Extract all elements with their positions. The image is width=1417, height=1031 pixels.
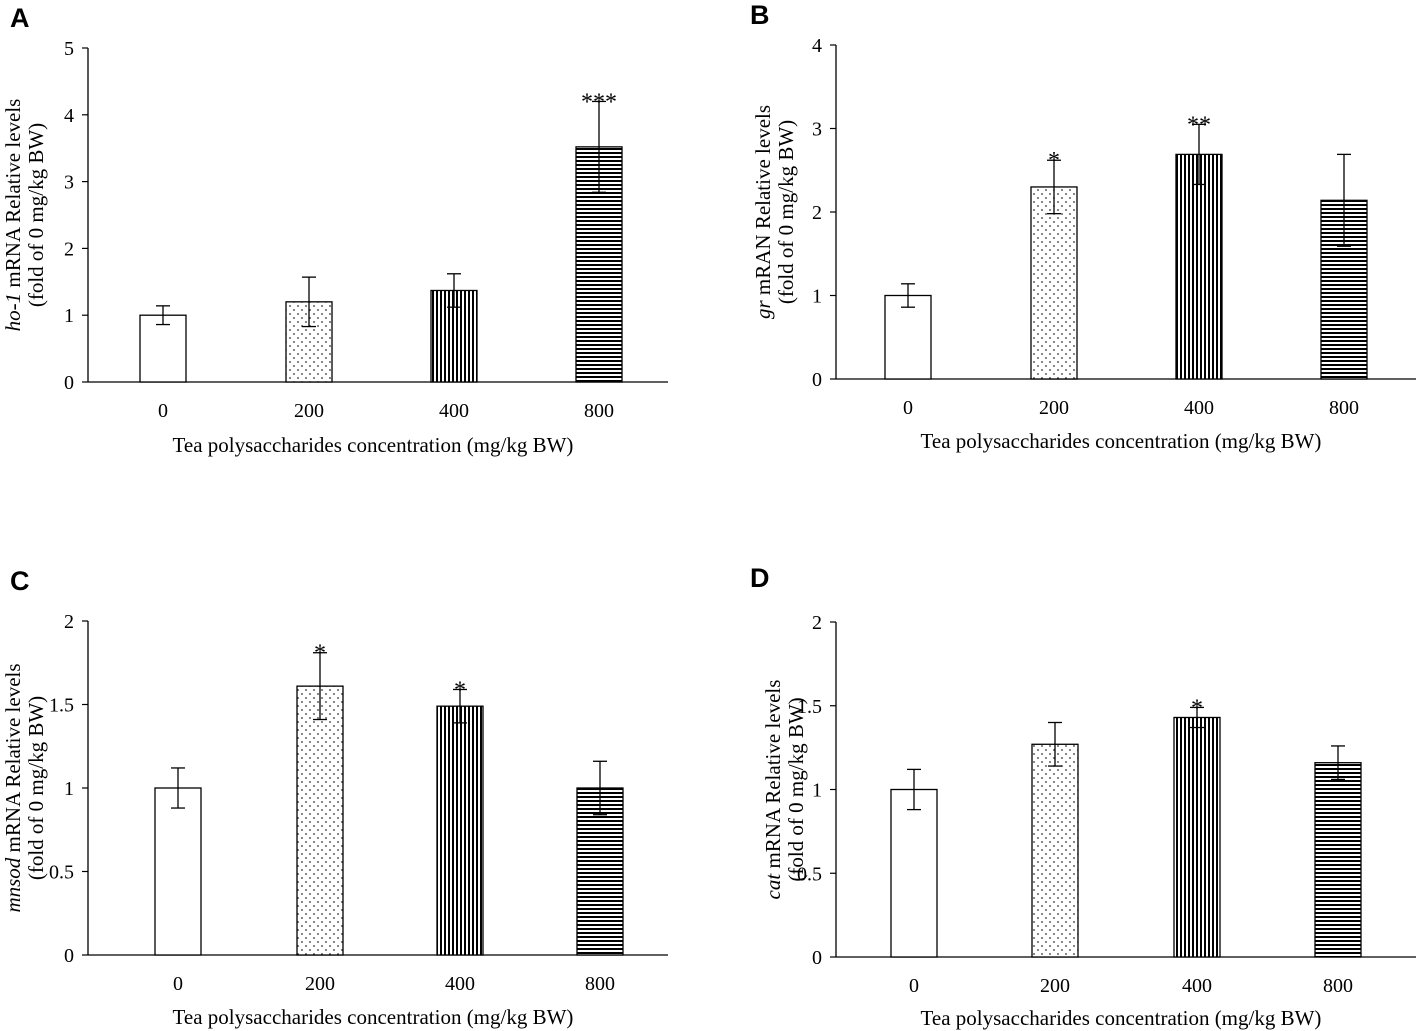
y-label-text: mRNA Relative levels	[1, 99, 25, 293]
y-tick-label: 0.5	[49, 862, 74, 884]
x-tick-label: 200	[294, 400, 324, 422]
panel-letter: A	[10, 3, 30, 33]
significance-marker: *	[314, 641, 326, 667]
y-tick-label: 0	[64, 945, 74, 967]
y-label-text: mRNA Relative levels	[1, 663, 25, 857]
x-tick-label: 200	[1040, 975, 1070, 997]
y-tick-label: 2	[64, 238, 74, 260]
significance-marker: *	[1191, 695, 1203, 721]
y-tick-label: 1	[812, 286, 822, 308]
y-tick-label: 2	[812, 612, 822, 634]
bar	[154, 787, 202, 956]
y-tick-label: 0	[812, 369, 822, 391]
y-tick-label: 5	[64, 38, 74, 60]
x-axis-label: Tea polysaccharides concentration (mg/kg…	[173, 1005, 574, 1029]
y-tick-label: 0	[812, 947, 822, 969]
y-tick-label: 1	[812, 780, 822, 802]
y-axis-label: cat mRNA Relative levels(fold of 0 mg/kg…	[761, 680, 808, 900]
y-tick-label: 1.5	[49, 695, 74, 717]
x-tick-label: 0	[909, 975, 919, 997]
y-tick-label: 1	[64, 305, 74, 327]
y-label-line-1: gr mRAN Relative levels	[751, 105, 775, 319]
y-label-text: mRAN Relative levels	[751, 105, 775, 300]
y-axis-label: mnsod mRNA Relative levels(fold of 0 mg/…	[1, 663, 48, 912]
y-label-gene: mnsod	[1, 857, 25, 912]
x-tick-label: 400	[1184, 397, 1214, 419]
y-tick-label: 1	[64, 778, 74, 800]
bar	[1314, 762, 1362, 958]
x-tick-label: 800	[1323, 975, 1353, 997]
y-tick-label: 1.5	[797, 696, 822, 718]
x-tick-label: 800	[585, 973, 615, 995]
y-tick-label: 0	[64, 372, 74, 394]
x-tick-label: 800	[1329, 397, 1359, 419]
y-label-gene: gr	[751, 300, 775, 320]
y-label-text: mRNA Relative levels	[761, 680, 785, 874]
x-axis-label: Tea polysaccharides concentration (mg/kg…	[173, 433, 574, 457]
significance-marker: *	[1048, 148, 1060, 174]
y-label-gene: cat	[761, 873, 785, 900]
x-axis-label: Tea polysaccharides concentration (mg/kg…	[921, 429, 1322, 453]
chart-panel-c: C 0 0.5 1 1.5 2 0 * 200 * 400 800 Tea polysaccharide…	[1, 566, 668, 1029]
y-tick-label: 3	[812, 119, 822, 141]
y-label-line-2: (fold of 0 mg/kg BW)	[24, 696, 48, 880]
chart-panel-b: B 0 1 2 3 4 0 * 200 ** 400 800 Tea polysaccharides c…	[750, 0, 1416, 453]
significance-marker: **	[1187, 112, 1211, 138]
bar	[1030, 186, 1078, 380]
y-tick-label: 4	[64, 105, 74, 127]
x-tick-label: 200	[1039, 397, 1069, 419]
x-tick-label: 0	[158, 400, 168, 422]
x-tick-label: 400	[1182, 975, 1212, 997]
bar	[436, 705, 484, 956]
y-tick-label: 2	[812, 202, 822, 224]
x-axis-label: Tea polysaccharides concentration (mg/kg…	[921, 1006, 1322, 1030]
x-tick-label: 0	[173, 973, 183, 995]
bar	[890, 788, 938, 958]
significance-marker: ***	[581, 89, 617, 115]
chart-panel-a: A 0 1 2 3 4 5 0 200 400 *** 800 Tea polysaccharides …	[1, 3, 668, 457]
y-label-line-2: (fold of 0 mg/kg BW)	[24, 123, 48, 307]
panel-letter: B	[750, 0, 770, 30]
y-label-gene: ho-1	[1, 293, 25, 332]
y-axis-label: gr mRAN Relative levels(fold of 0 mg/kg …	[751, 105, 798, 319]
x-tick-label: 800	[584, 400, 614, 422]
bar	[884, 294, 932, 380]
y-label-line-1: ho-1 mRNA Relative levels	[1, 99, 25, 332]
y-label-line-1: cat mRNA Relative levels	[761, 680, 785, 900]
bar	[139, 314, 187, 383]
y-tick-label: 2	[64, 611, 74, 633]
bar	[1031, 743, 1079, 958]
y-label-line-2: (fold of 0 mg/kg BW)	[774, 120, 798, 304]
panel-letter: D	[750, 563, 770, 593]
panel-letter: C	[10, 566, 30, 596]
y-label-line-1: mnsod mRNA Relative levels	[1, 663, 25, 912]
significance-marker: *	[454, 677, 466, 703]
bar	[576, 787, 624, 956]
x-tick-label: 400	[439, 400, 469, 422]
bar	[1175, 153, 1223, 380]
bar	[1173, 716, 1221, 958]
y-axis-label: ho-1 mRNA Relative levels(fold of 0 mg/k…	[1, 99, 48, 332]
y-tick-label: 0.5	[797, 863, 822, 885]
y-tick-label: 3	[64, 172, 74, 194]
x-tick-label: 0	[903, 397, 913, 419]
y-tick-label: 4	[812, 35, 822, 57]
y-label-line-2: (fold of 0 mg/kg BW)	[784, 697, 808, 881]
bar	[296, 685, 344, 956]
x-tick-label: 200	[305, 973, 335, 995]
x-tick-label: 400	[445, 973, 475, 995]
